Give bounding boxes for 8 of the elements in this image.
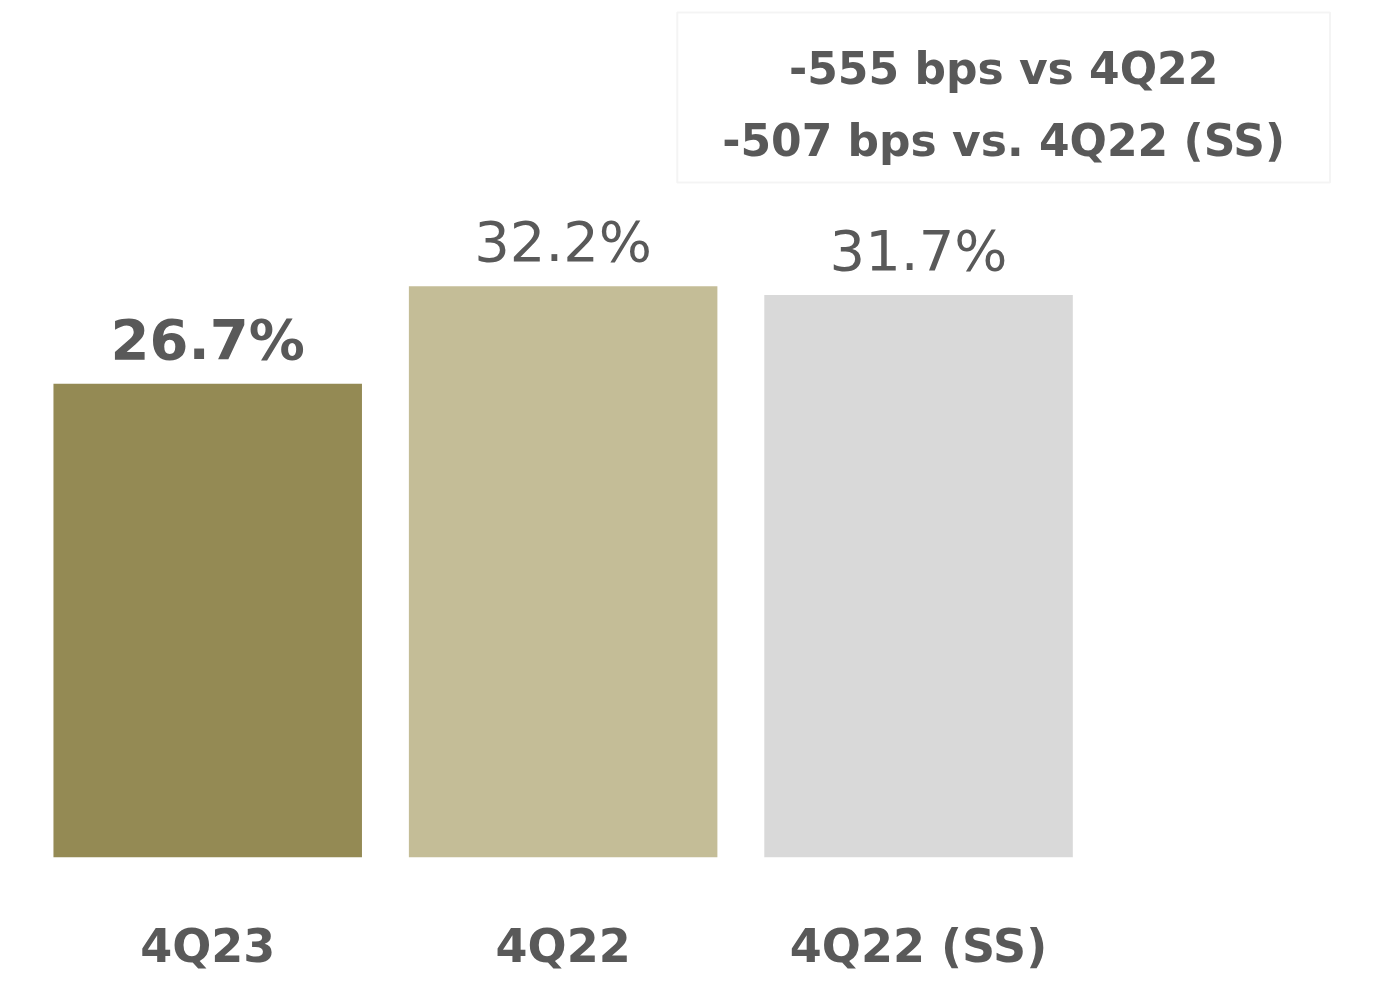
x-tick-label: 4Q22 bbox=[495, 918, 631, 973]
text: -555 bps vs 4Q22 bbox=[788, 43, 1219, 94]
text: -507 bps vs. 4Q22 (SS) bbox=[722, 115, 1286, 166]
x-tick-label: 4Q22 (SS) bbox=[789, 918, 1048, 973]
data-label: 26.7% bbox=[110, 306, 305, 372]
x-tick-label: 4Q23 bbox=[140, 918, 276, 973]
data-label: 32.2% bbox=[474, 209, 653, 275]
data-label: 31.7% bbox=[829, 218, 1008, 284]
